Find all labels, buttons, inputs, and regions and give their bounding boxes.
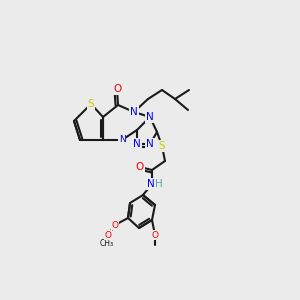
Text: N: N: [118, 136, 125, 145]
Text: N: N: [147, 179, 155, 189]
Text: S: S: [88, 99, 94, 109]
Text: N: N: [146, 139, 154, 149]
Text: CH₃: CH₃: [100, 238, 114, 247]
Text: O: O: [104, 230, 112, 239]
Text: O: O: [104, 230, 112, 239]
Text: O: O: [112, 220, 118, 230]
Text: O: O: [136, 162, 144, 172]
Text: O: O: [113, 84, 121, 94]
Text: N: N: [133, 139, 141, 149]
Text: S: S: [159, 141, 165, 151]
Text: O: O: [152, 230, 158, 239]
Text: N: N: [130, 107, 138, 117]
Text: H: H: [155, 179, 163, 189]
Text: N: N: [146, 112, 154, 122]
